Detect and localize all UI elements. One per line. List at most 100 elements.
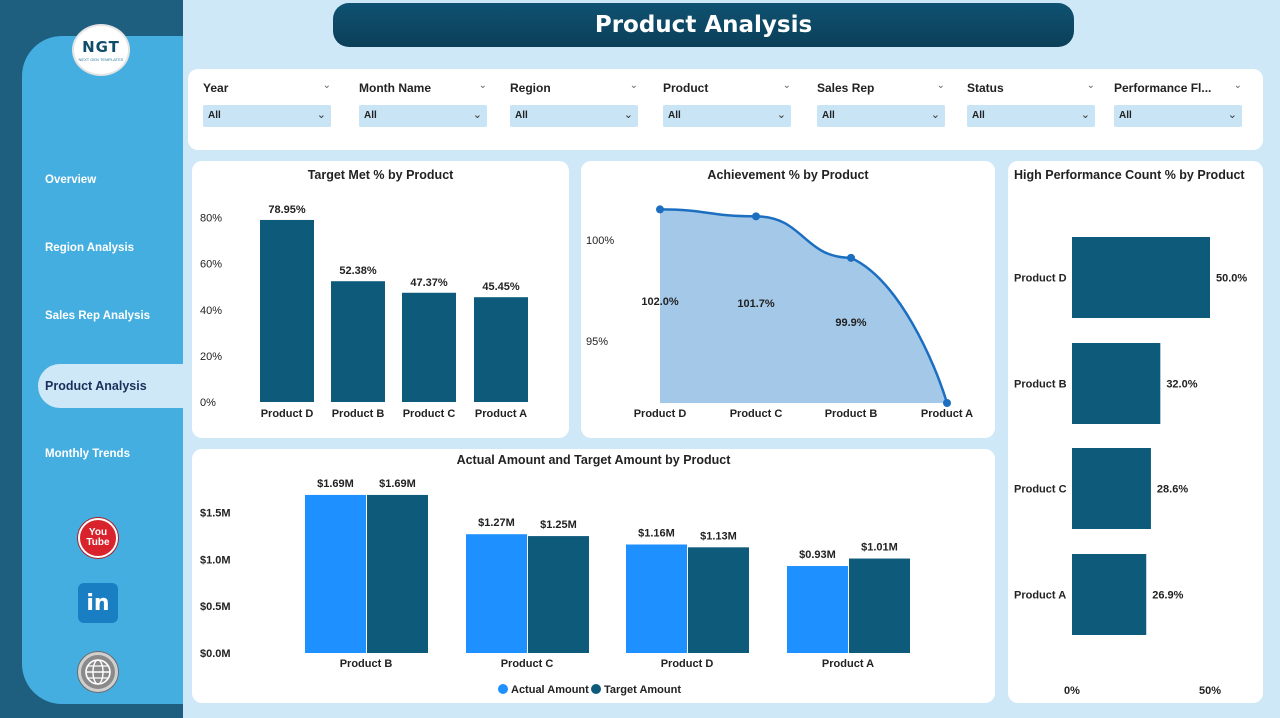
dropdown-arrow-icon: ⌄ — [776, 109, 786, 121]
bar-actual — [626, 544, 687, 653]
chevron-down-icon[interactable]: ⌄ — [629, 80, 638, 91]
nav-monthly-trends[interactable]: Monthly Trends — [45, 448, 130, 460]
filter-select[interactable]: All ⌄ — [359, 105, 487, 127]
data-label: $1.27M — [478, 517, 515, 529]
data-label: 28.6% — [1157, 484, 1188, 496]
chevron-down-icon[interactable]: ⌄ — [322, 80, 331, 91]
x-tick-label: Product A — [822, 658, 874, 670]
filter-4[interactable]: Sales Rep ⌄ All ⌄ — [817, 80, 945, 127]
nav-region-analysis[interactable]: Region Analysis — [45, 242, 135, 254]
filter-select[interactable]: All ⌄ — [967, 105, 1095, 127]
nav-active-highlight — [38, 364, 188, 408]
nav-sales-rep-analysis[interactable]: Sales Rep Analysis — [45, 310, 151, 322]
dropdown-arrow-icon: ⌄ — [1080, 109, 1090, 121]
data-label: 45.45% — [482, 281, 520, 293]
achievement-chart-title: Achievement % by Product — [707, 168, 869, 182]
data-label: 101.7% — [737, 298, 775, 310]
filter-3[interactable]: Product ⌄ All ⌄ — [663, 80, 791, 127]
actual-target-card: Actual Amount and Target Amount by Produ… — [192, 449, 995, 703]
actual-target-chart-title: Actual Amount and Target Amount by Produ… — [456, 453, 731, 467]
chevron-down-icon[interactable]: ⌄ — [782, 80, 791, 91]
globe-icon[interactable] — [78, 652, 118, 692]
data-label: $0.93M — [799, 549, 836, 561]
nav-overview[interactable]: Overview — [45, 174, 97, 186]
y-tick-label: Product B — [1014, 379, 1067, 391]
data-point — [656, 205, 664, 214]
y-tick-label: Product D — [1014, 273, 1067, 285]
filter-1[interactable]: Month Name ⌄ All ⌄ — [359, 80, 487, 127]
legend-label: Actual Amount — [511, 684, 589, 696]
data-label: 32.0% — [1166, 379, 1197, 391]
youtube-icon[interactable]: You Tube — [78, 518, 118, 558]
x-tick-label: Product D — [261, 408, 314, 420]
bar-target — [367, 494, 428, 653]
filter-label: Year — [203, 81, 229, 95]
y-tick-label: $1.5M — [200, 508, 231, 520]
y-tick-label: Product C — [1014, 484, 1067, 496]
linkedin-icon[interactable]: in — [78, 583, 118, 623]
filter-select[interactable]: All ⌄ — [817, 105, 945, 127]
filter-label: Month Name — [359, 81, 431, 95]
filter-select[interactable]: All ⌄ — [1114, 105, 1242, 127]
y-tick-label: 80% — [200, 213, 222, 225]
x-tick-label: Product B — [825, 408, 878, 420]
bar-product-d — [1072, 237, 1210, 318]
chevron-down-icon[interactable]: ⌄ — [936, 80, 945, 91]
data-label: $1.25M — [540, 519, 577, 531]
filter-value: All — [822, 110, 835, 121]
filter-value: All — [972, 110, 985, 121]
x-tick-label: 0% — [1064, 685, 1080, 697]
y-tick-label: 40% — [200, 305, 222, 317]
nav-product-analysis[interactable]: Product Analysis — [45, 379, 147, 393]
data-point — [752, 212, 760, 221]
legend-marker — [591, 684, 601, 694]
page-title: Product Analysis — [594, 12, 813, 38]
filter-select[interactable]: All ⌄ — [663, 105, 791, 127]
dropdown-arrow-icon: ⌄ — [930, 109, 940, 121]
chevron-down-icon[interactable]: ⌄ — [478, 80, 487, 91]
filter-select[interactable]: All ⌄ — [510, 105, 638, 127]
x-tick-label: Product B — [332, 408, 385, 420]
data-label: 99.9% — [835, 317, 866, 329]
dropdown-arrow-icon: ⌄ — [1227, 109, 1237, 121]
y-tick-label: $0.0M — [200, 648, 231, 660]
x-tick-label: Product A — [921, 408, 973, 420]
filter-select[interactable]: All ⌄ — [203, 105, 331, 127]
filter-label: Product — [663, 81, 709, 95]
x-tick-label: Product D — [634, 408, 687, 420]
y-tick-label: 20% — [200, 351, 222, 363]
y-tick-label: Product A — [1014, 590, 1066, 602]
filter-value: All — [668, 110, 681, 121]
chevron-down-icon[interactable]: ⌄ — [1086, 80, 1095, 91]
high-performance-chart-title: High Performance Count % by Product — [1014, 168, 1245, 182]
filter-0[interactable]: Year ⌄ All ⌄ — [203, 80, 331, 127]
company-logo: NGT NEXT GEN TEMPLATES — [72, 24, 130, 76]
filter-5[interactable]: Status ⌄ All ⌄ — [967, 80, 1095, 127]
x-tick-label: Product A — [475, 408, 527, 420]
x-tick-label: Product D — [661, 658, 714, 670]
filter-value: All — [515, 110, 528, 121]
bar-actual — [787, 566, 848, 653]
achievement-chart: Product D Product C Product B Product A 102.… — [586, 205, 973, 420]
data-label: 78.95% — [268, 204, 306, 216]
high-performance-card: High Performance Count % by Product Prod… — [1008, 161, 1263, 703]
area-fill — [660, 209, 947, 403]
filter-value: All — [208, 110, 221, 121]
chevron-down-icon[interactable]: ⌄ — [1233, 80, 1242, 91]
title-banner — [333, 3, 1074, 47]
bar-product-b — [1072, 343, 1161, 424]
data-label: 52.38% — [339, 265, 377, 277]
filter-6[interactable]: Performance Fl... ⌄ All ⌄ — [1114, 80, 1242, 127]
filter-2[interactable]: Region ⌄ All ⌄ — [510, 80, 638, 127]
filter-label: Performance Fl... — [1114, 81, 1212, 95]
legend-marker — [498, 684, 508, 694]
logo-text: NGT — [82, 38, 120, 56]
y-tick-label: 0% — [200, 397, 216, 409]
dropdown-arrow-icon: ⌄ — [623, 109, 633, 121]
bar-product-d — [260, 219, 314, 402]
data-label: $1.13M — [700, 530, 737, 542]
logo-subtext: NEXT GEN TEMPLATES — [78, 57, 124, 62]
bar-target — [849, 558, 910, 653]
y-tick-label: $0.5M — [200, 601, 231, 613]
x-tick-label: 50% — [1199, 685, 1221, 697]
